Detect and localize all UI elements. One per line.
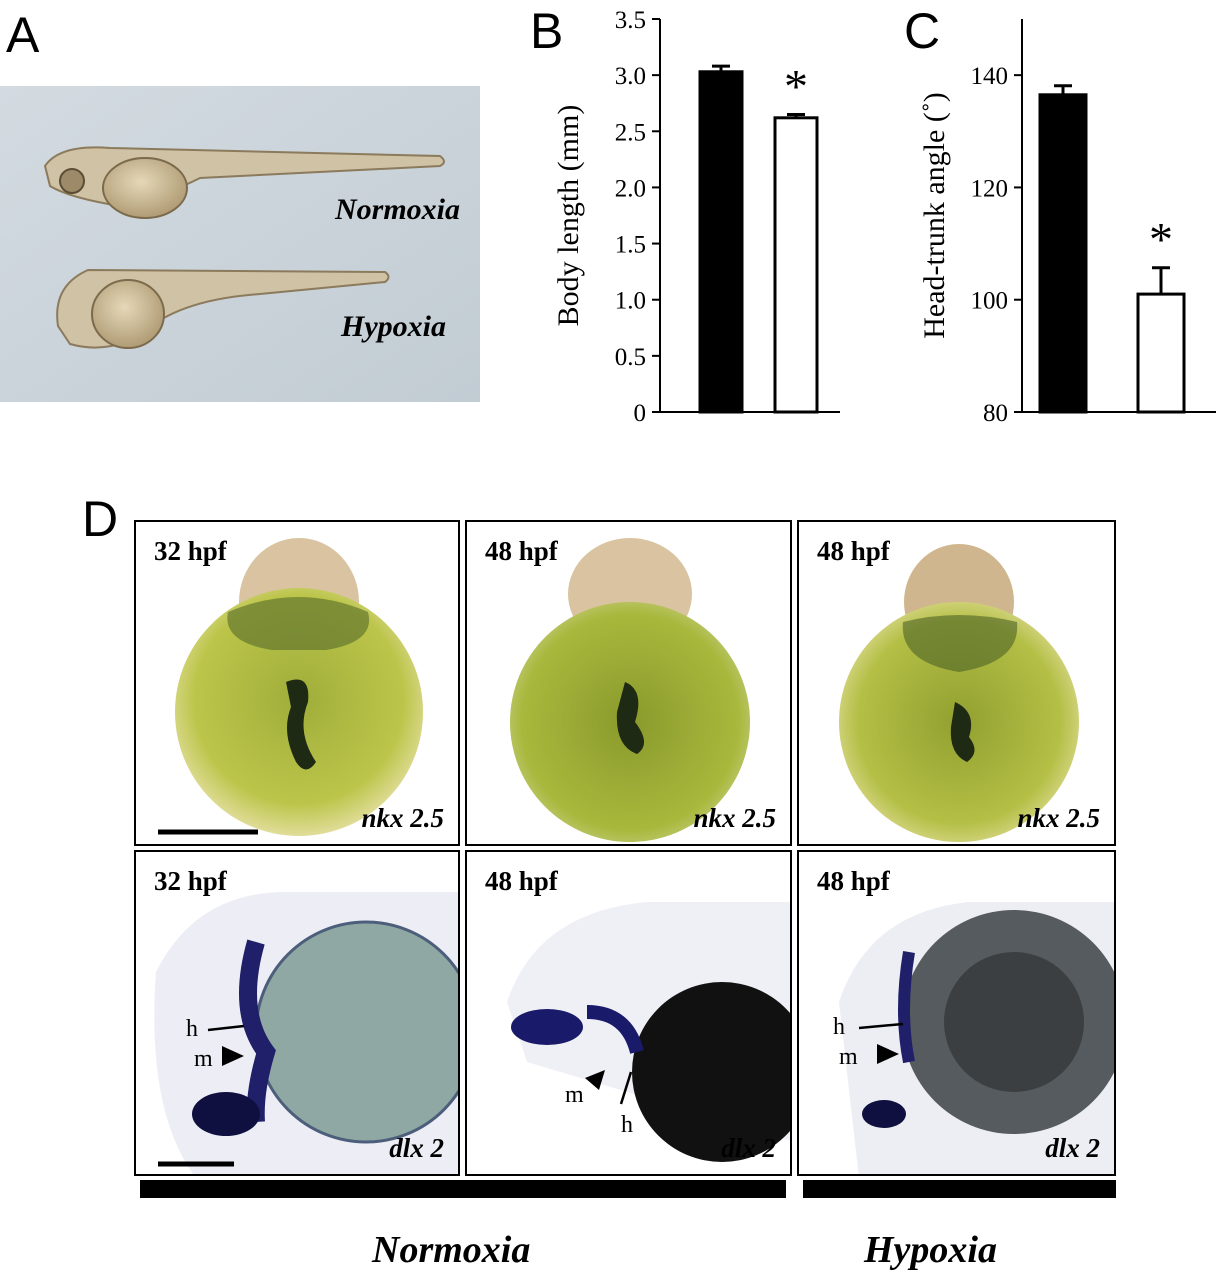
panel-c-significance-star: *	[1149, 214, 1173, 267]
panel-b-bar-normoxia	[698, 70, 744, 414]
embryo-image-pharyngeal-arches: h m	[833, 902, 1114, 1174]
panel-b-tick-label: 2.0	[615, 175, 646, 202]
panel-letter-a: A	[6, 7, 40, 63]
panel-c-tick-label: 80	[983, 400, 1008, 427]
tile-gene-label: dlx 2	[721, 1133, 776, 1163]
panel-c-tick-label: 120	[971, 175, 1009, 202]
tile-time-label: 32 hpf	[154, 866, 227, 896]
tile-gene-label: dlx 2	[1045, 1133, 1100, 1163]
panel-b-bar-hypoxia	[773, 116, 819, 414]
panel-b-tick-label: 0.5	[615, 344, 646, 371]
normoxia-embryo	[43, 146, 445, 219]
group-bar-hypoxia	[803, 1180, 1116, 1198]
arrow-label-h: h	[186, 1016, 198, 1042]
tile-time-label: 48 hpf	[817, 536, 890, 566]
arrow-h	[619, 1071, 633, 1105]
arrow-label-m: m	[194, 1046, 213, 1072]
panel-c-tick-label: 100	[971, 288, 1009, 315]
arrowhead-m	[877, 1044, 899, 1064]
panel-a-label-normoxia: Normoxia	[334, 193, 460, 226]
tile-time-label: 48 hpf	[485, 866, 558, 896]
panel-letter-c: C	[904, 3, 941, 59]
tile-gene-label: nkx 2.5	[1017, 803, 1100, 833]
embryo-image-heart	[510, 538, 750, 842]
panel-c-bar-chart: Head-trunk angle (˚) 80 100 120 140 *	[918, 19, 1216, 427]
group-label-hypoxia: Hypoxia	[864, 1229, 997, 1271]
embryo-image-heart	[158, 538, 423, 836]
embryo-image-heart	[839, 544, 1079, 842]
panel-b-tick-label: 1.0	[615, 288, 646, 315]
tile-32hpf-nkx25: 32 hpf nkx 2.5	[134, 520, 460, 846]
tile-gene-label: nkx 2.5	[693, 803, 776, 833]
arrow-label-h: h	[621, 1112, 633, 1138]
tile-48hpf-nkx25-hypoxia: 48 hpf nkx 2.5	[797, 520, 1116, 846]
tile-time-label: 32 hpf	[154, 536, 227, 566]
hypoxia-embryo	[56, 268, 390, 349]
group-bar-normoxia	[140, 1180, 786, 1198]
tile-48hpf-dlx2-hypoxia: h m 48 hpf dlx 2	[797, 850, 1116, 1176]
panel-a-label-hypoxia: Hypoxia	[340, 310, 446, 343]
tile-32hpf-dlx2: h m 32 hpf dlx 2	[134, 850, 460, 1176]
arrowhead-m	[222, 1046, 244, 1066]
group-label-normoxia: Normoxia	[372, 1229, 531, 1271]
arrowhead-m	[585, 1070, 605, 1090]
panel-b-tick-label: 3.5	[615, 7, 646, 34]
arrow-label-h: h	[833, 1014, 845, 1040]
panel-letter-d: D	[82, 491, 119, 547]
panel-b-tick-label: 1.5	[615, 232, 646, 259]
panel-b-y-axis-label: Body length (mm)	[552, 105, 585, 327]
arrow-h	[207, 1024, 245, 1032]
panel-b-significance-star: *	[784, 60, 808, 113]
arrow-label-m: m	[565, 1082, 584, 1108]
tile-time-label: 48 hpf	[817, 866, 890, 896]
tile-48hpf-nkx25-normoxia: 48 hpf nkx 2.5	[465, 520, 792, 846]
tile-48hpf-dlx2-normoxia: m h 48 hpf dlx 2	[465, 850, 792, 1176]
panel-c-bar-hypoxia	[1136, 292, 1186, 414]
arrow-label-m: m	[839, 1044, 858, 1070]
panel-a-embryo-photo: Normoxia Hypoxia	[0, 86, 480, 402]
panel-letter-b: B	[530, 3, 564, 59]
embryo-image-pharyngeal-arches: m h	[507, 902, 790, 1162]
panel-b-tick-label: 2.5	[615, 119, 646, 146]
panel-b-tick-label: 0	[634, 400, 647, 427]
tile-time-label: 48 hpf	[485, 536, 558, 566]
tile-gene-label: dlx 2	[389, 1133, 444, 1163]
tile-gene-label: nkx 2.5	[361, 803, 444, 833]
panel-c-y-axis-label: Head-trunk angle (˚)	[918, 92, 951, 339]
panel-b-tick-label: 3.0	[615, 63, 646, 90]
panel-c-bar-normoxia	[1038, 93, 1088, 414]
embryo-image-pharyngeal-arches: h m	[154, 892, 458, 1174]
arrow-h	[858, 1022, 904, 1030]
panel-c-tick-label: 140	[971, 63, 1009, 90]
panel-b-bar-chart: Body length (mm) 0 0.5 1.0 1.5 2.0 2.5 3.0 3.5 *	[552, 7, 840, 427]
